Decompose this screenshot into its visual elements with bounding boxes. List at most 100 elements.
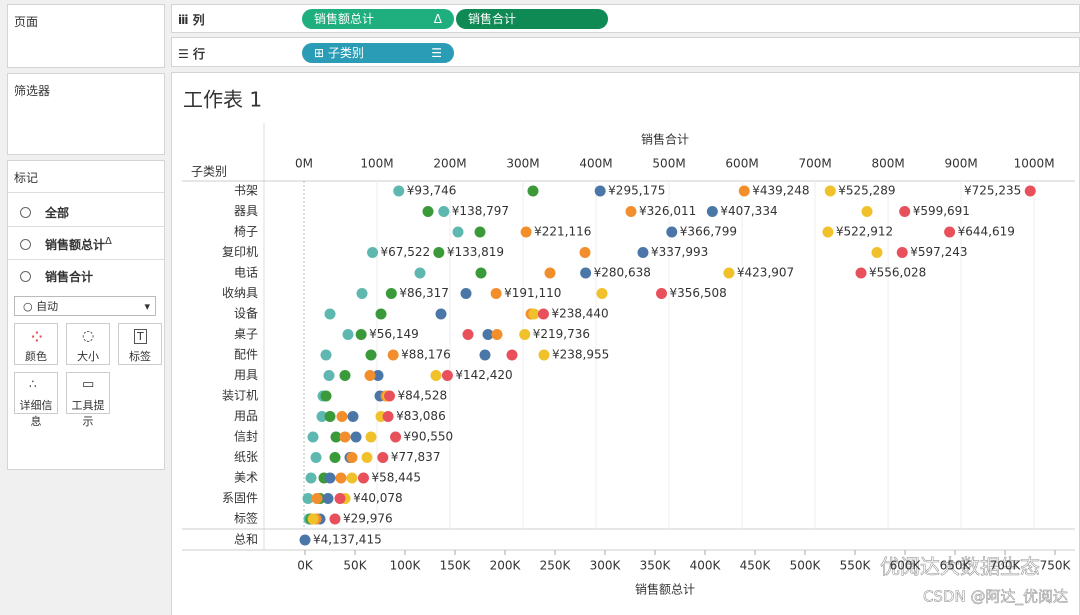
marks-item[interactable]: 销售合计 [20, 268, 93, 285]
dot [334, 493, 346, 504]
dot [342, 329, 354, 340]
pill-text: 销售额总计 [314, 12, 375, 26]
dot [322, 493, 334, 504]
dot [320, 390, 332, 402]
data-label: ¥599,691 [913, 204, 970, 218]
tooltip-button[interactable]: 工具提示 ▭ [66, 372, 110, 428]
chart-title: 工作表 1 [183, 88, 262, 112]
shelf-label-text: 列 [192, 13, 205, 27]
x2-tick-label: 900M [944, 157, 977, 171]
dot [528, 308, 540, 320]
marks-item[interactable]: 全部 [20, 204, 69, 221]
dot [347, 411, 359, 422]
rows-shelf: ☰ 行 ⊞ 子类别 ☰ [171, 37, 1080, 67]
pill[interactable]: ⊞ 子类别 ☰ [302, 43, 454, 63]
x-tick-label: 550K [840, 559, 872, 573]
dot [441, 370, 453, 381]
dot [723, 267, 735, 279]
pill[interactable]: 销售额总计 Δ [302, 9, 454, 29]
color-button[interactable]: 颜色 ⁘ [14, 323, 58, 365]
data-label: ¥40,078 [353, 491, 403, 505]
marks-card: 标记 全部 销售额总计Δ 销售合计 ○ 自动 ▾ 颜色 ⁘ 大小 ◌ 标签 T 详细信息… [7, 160, 165, 470]
x2-tick-label: 700M [798, 157, 831, 171]
dot [384, 390, 396, 402]
data-label: ¥219,736 [533, 327, 590, 341]
dot [1024, 185, 1036, 197]
dot [387, 349, 399, 361]
size-button[interactable]: 大小 ◌ [66, 323, 110, 365]
x-tick-label: 100K [390, 559, 422, 573]
x2-tick-label: 0M [295, 157, 313, 171]
mark-type-dropdown[interactable]: ○ 自动 ▾ [14, 296, 156, 316]
dot [706, 206, 718, 217]
dot [357, 472, 369, 484]
dot [475, 267, 487, 279]
row-label: 配件 [234, 348, 258, 362]
dot [491, 329, 503, 340]
dot [822, 226, 834, 238]
x-tick-label: 250K [540, 559, 572, 573]
dot [537, 308, 549, 320]
button-label: 大小 [77, 350, 99, 363]
data-label: ¥525,289 [838, 184, 895, 198]
pill[interactable]: 销售合计 [456, 9, 608, 29]
row-label: 信封 [234, 430, 258, 444]
dot [367, 247, 379, 258]
pill-text: 销售合计 [468, 12, 517, 26]
credit: CSDN @阿达_优阅达 [923, 588, 1068, 607]
row-label: 书架 [234, 184, 258, 198]
x-tick-label: 300K [590, 559, 622, 573]
data-label: ¥67,522 [381, 245, 431, 259]
dot [596, 288, 608, 299]
dot [490, 288, 502, 299]
dot [336, 411, 348, 422]
data-label: ¥84,528 [398, 389, 448, 403]
label-button[interactable]: 标签 T [118, 323, 162, 365]
dot [320, 349, 332, 361]
pages-card: 页面 [7, 4, 165, 68]
dot [430, 370, 442, 381]
data-label: ¥407,334 [720, 204, 777, 218]
data-label: ¥29,976 [343, 512, 393, 526]
delta: Δ [433, 12, 442, 26]
x-tick-label: 650K [940, 559, 972, 573]
data-label: ¥88,176 [401, 348, 451, 362]
row-label: 收纳具 [222, 286, 258, 300]
dot [307, 431, 319, 443]
watermark: 优阅达大数据生态 [880, 555, 1040, 579]
x-tick-label: 450K [740, 559, 772, 573]
worksheet [171, 72, 1080, 615]
detail-button[interactable]: 详细信息 ∴ [14, 372, 58, 428]
x-tick-label: 400K [690, 559, 722, 573]
marks-item[interactable]: 销售额总计Δ [20, 236, 112, 253]
delta: Δ [105, 236, 112, 247]
dot [520, 226, 532, 238]
data-label: ¥238,440 [551, 307, 608, 321]
row-label: 设备 [234, 307, 258, 321]
pages-title: 页面 [14, 15, 39, 29]
x-tick-label: 350K [640, 559, 672, 573]
dot [307, 513, 319, 525]
dot [538, 349, 550, 361]
dot [855, 267, 867, 279]
dot [656, 288, 668, 299]
data-label: ¥326,011 [639, 204, 696, 218]
data-label: ¥295,175 [608, 184, 665, 198]
shelf-label: ☰ 行 [178, 47, 205, 61]
row-label: 用品 [234, 409, 258, 423]
dot [896, 247, 908, 258]
dot [324, 308, 336, 320]
dot [871, 247, 883, 258]
x2-tick-label: 500M [652, 157, 685, 171]
data-label: ¥439,248 [752, 184, 809, 198]
marks-title: 标记 [14, 171, 39, 185]
dot [861, 206, 873, 217]
data-label: ¥356,508 [670, 286, 727, 300]
dot [377, 452, 389, 463]
filters-card: 筛选器 [7, 73, 165, 155]
button-label: 标签 [129, 350, 151, 363]
dot [899, 206, 911, 217]
row-label: 标签 [234, 511, 258, 526]
